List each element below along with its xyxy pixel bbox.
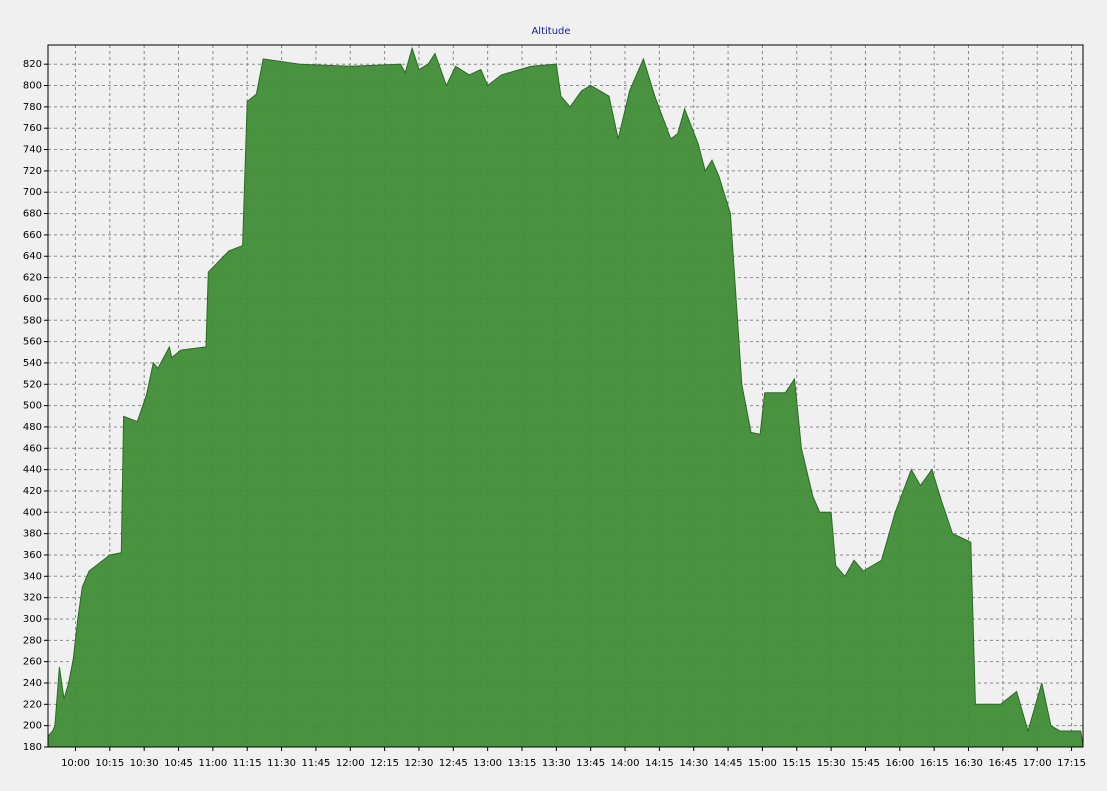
- x-tick-label: 14:00: [611, 758, 640, 769]
- x-tick-label: 12:30: [405, 758, 434, 769]
- x-tick-label: 13:15: [508, 758, 537, 769]
- x-tick-label: 11:30: [267, 758, 296, 769]
- y-tick-label: 820: [23, 59, 42, 70]
- x-tick-label: 15:30: [817, 758, 846, 769]
- x-tick-label: 11:00: [198, 758, 227, 769]
- x-tick-label: 10:15: [95, 758, 124, 769]
- x-tick-label: 13:00: [473, 758, 502, 769]
- y-tick-label: 400: [23, 507, 42, 518]
- x-tick-label: 16:30: [954, 758, 983, 769]
- y-tick-label: 240: [23, 678, 42, 689]
- plot-frame: [47, 44, 1084, 748]
- x-tick-label: 17:15: [1057, 758, 1086, 769]
- x-tick-label: 12:45: [439, 758, 468, 769]
- y-tick-label: 600: [23, 294, 42, 305]
- x-tick-label: 12:00: [336, 758, 365, 769]
- y-tick-label: 520: [23, 379, 42, 390]
- y-tick-label: 620: [23, 273, 42, 284]
- y-tick-label: 740: [23, 145, 42, 156]
- x-tick-label: 10:00: [61, 758, 90, 769]
- x-tick-label: 16:00: [885, 758, 914, 769]
- x-tick-label: 16:15: [920, 758, 949, 769]
- y-tick-label: 540: [23, 358, 42, 369]
- x-tick-label: 11:45: [301, 758, 330, 769]
- x-tick-label: 13:30: [542, 758, 571, 769]
- y-tick-label: 260: [23, 657, 42, 668]
- y-tick-label: 660: [23, 230, 42, 241]
- x-tick-label: 15:00: [748, 758, 777, 769]
- y-tick-label: 580: [23, 315, 42, 326]
- x-tick-label: 11:15: [233, 758, 262, 769]
- y-tick-label: 280: [23, 635, 42, 646]
- y-tick-label: 640: [23, 251, 42, 262]
- y-tick-label: 760: [23, 123, 42, 134]
- y-tick-label: 500: [23, 401, 42, 412]
- y-tick-label: 180: [23, 742, 42, 753]
- y-tick-label: 420: [23, 486, 42, 497]
- y-tick-label: 480: [23, 422, 42, 433]
- x-tick-label: 16:45: [988, 758, 1017, 769]
- x-tick-label: 10:45: [164, 758, 193, 769]
- y-tick-label: 220: [23, 699, 42, 710]
- y-tick-label: 720: [23, 166, 42, 177]
- x-tick-label: 15:15: [782, 758, 811, 769]
- y-tick-label: 200: [23, 721, 42, 732]
- chart-title: Altitude: [531, 26, 570, 37]
- y-tick-label: 560: [23, 337, 42, 348]
- x-tick-label: 14:15: [645, 758, 674, 769]
- x-tick-label: 13:45: [576, 758, 605, 769]
- y-tick-label: 340: [23, 571, 42, 582]
- y-tick-label: 780: [23, 102, 42, 113]
- y-tick-label: 380: [23, 529, 42, 540]
- y-tick-label: 320: [23, 593, 42, 604]
- x-tick-label: 15:45: [851, 758, 880, 769]
- x-tick-label: 14:45: [714, 758, 743, 769]
- y-tick-label: 800: [23, 81, 42, 92]
- x-tick-label: 17:00: [1023, 758, 1052, 769]
- y-tick-label: 680: [23, 209, 42, 220]
- y-tick-label: 700: [23, 187, 42, 198]
- y-tick-label: 440: [23, 465, 42, 476]
- x-tick-label: 12:15: [370, 758, 399, 769]
- x-tick-label: 14:30: [679, 758, 708, 769]
- y-tick-label: 300: [23, 614, 42, 625]
- altitude-area: [47, 46, 1084, 748]
- x-tick-label: 10:30: [130, 758, 159, 769]
- y-tick-label: 460: [23, 443, 42, 454]
- y-tick-label: 360: [23, 550, 42, 561]
